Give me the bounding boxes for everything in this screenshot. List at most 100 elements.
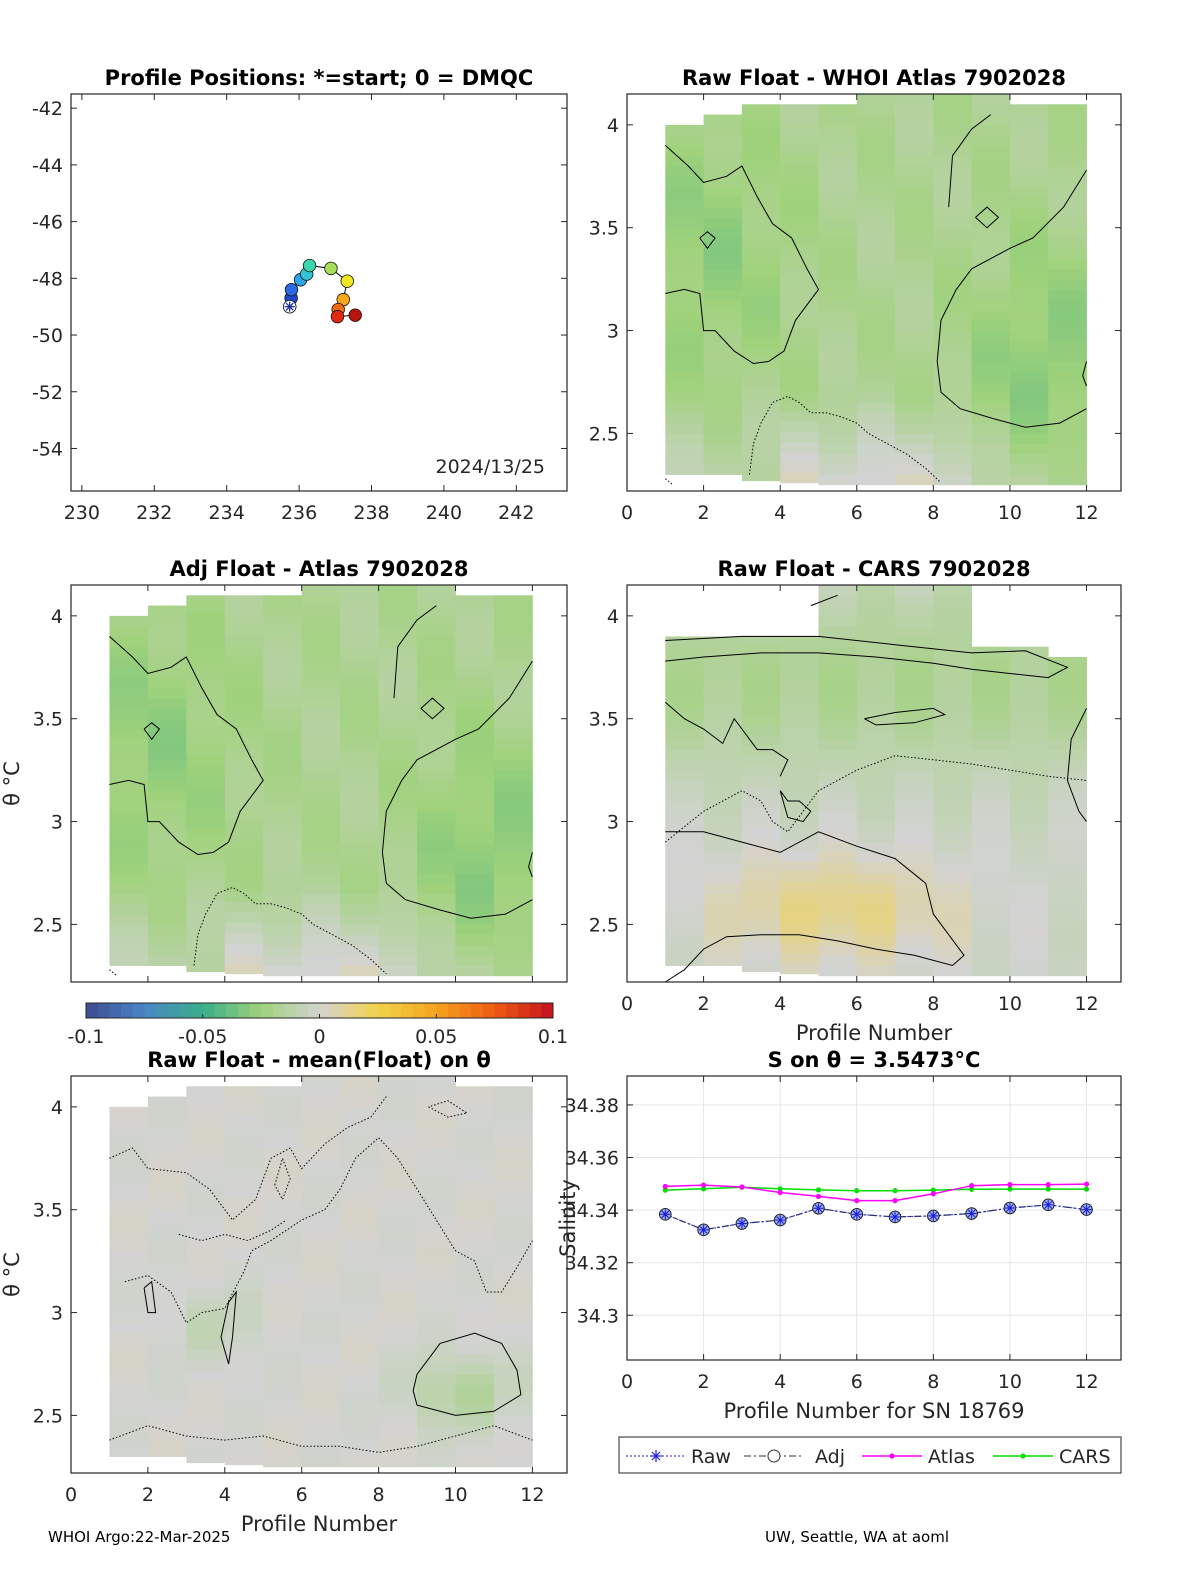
heatmap-cell <box>1009 114 1049 126</box>
heatmap-cell <box>186 694 226 705</box>
heatmap-cell <box>1048 453 1087 465</box>
heatmap-cell <box>971 821 1011 833</box>
heatmap-cell <box>780 246 819 257</box>
heatmap-cell <box>895 770 934 781</box>
heatmap-cell <box>147 615 187 627</box>
heatmap-cell <box>665 831 704 843</box>
heatmap-cell <box>856 739 896 750</box>
heatmap-cell <box>378 1230 418 1241</box>
heatmap-cell <box>186 1431 226 1443</box>
legend: Raw Adj Atlas CARS <box>618 1436 1122 1474</box>
heatmap-cell <box>818 800 858 812</box>
heatmap-cell <box>493 965 533 977</box>
raw-point-stroke <box>891 1213 899 1221</box>
heatmap-cell <box>378 1199 418 1211</box>
legend-label-atlas: Atlas <box>928 1446 975 1468</box>
chart-title: Profile Positions: *=start; 0 = DMQC <box>105 66 534 90</box>
colorbar-segment <box>272 1003 285 1018</box>
heatmap-cell <box>665 667 704 678</box>
heatmap-cell <box>378 1415 418 1427</box>
heatmap-cell <box>340 636 379 648</box>
heatmap-cell <box>417 677 456 689</box>
y-tick-label: 4 <box>607 606 619 628</box>
heatmap-cell <box>895 392 934 403</box>
heatmap-cell <box>818 361 858 373</box>
heatmap-cell <box>109 1384 149 1396</box>
heatmap-cell <box>417 1322 456 1334</box>
heatmap-cell <box>417 615 456 627</box>
heatmap-cell <box>378 1240 418 1252</box>
heatmap-cell <box>703 258 743 270</box>
heatmap-cell <box>455 1199 495 1211</box>
heatmap-cell <box>378 1096 418 1108</box>
heatmap-cell <box>703 728 743 740</box>
heatmap-cell <box>417 1435 456 1447</box>
heatmap-cell <box>378 821 418 833</box>
heatmap-cell <box>301 1147 341 1159</box>
colorbar-segment <box>296 1003 309 1018</box>
heatmap-cell <box>971 165 1011 177</box>
heatmap-cell <box>378 687 418 699</box>
y-tick-label: 3.5 <box>589 709 619 731</box>
heatmap-cell <box>1048 852 1087 864</box>
heatmap-cell <box>455 749 495 761</box>
x-tick-label: 8 <box>927 993 939 1015</box>
heatmap-cell <box>780 369 819 381</box>
heatmap-cell <box>741 766 781 777</box>
heatmap-cell <box>455 852 495 864</box>
heatmap-cell <box>933 135 973 146</box>
heatmap-cell <box>1009 279 1049 290</box>
heatmap-cell <box>263 615 303 627</box>
heatmap-cell <box>818 626 858 637</box>
heatmap-cell <box>856 124 896 136</box>
heatmap-cell <box>703 145 743 157</box>
heatmap-cell <box>971 124 1011 136</box>
x-tick-label: 2 <box>698 993 710 1015</box>
contour-line-dotted <box>109 1096 387 1221</box>
heatmap-cell <box>263 759 303 771</box>
heatmap-cell <box>301 1240 341 1252</box>
heatmap-cell <box>263 1322 303 1334</box>
heatmap-cell <box>856 258 896 270</box>
heatmap-cell <box>856 279 896 290</box>
heatmap-cell <box>455 944 495 956</box>
heatmap-cell <box>971 739 1011 750</box>
heatmap-cell <box>147 1137 187 1149</box>
heatmap-cell <box>493 1086 533 1097</box>
heatmap-cell <box>417 811 456 822</box>
heatmap-cell <box>856 811 896 822</box>
heatmap-cell <box>665 852 704 864</box>
heatmap-cell <box>301 1261 341 1272</box>
raw-point-stroke <box>1044 1200 1053 1209</box>
heatmap-cell <box>147 893 187 905</box>
heatmap-cell <box>301 1230 341 1241</box>
heatmap-cell <box>109 924 149 936</box>
heatmap-cell <box>378 1343 418 1355</box>
legend-label-adj: Adj <box>815 1446 845 1468</box>
heatmap-cell <box>301 1199 341 1211</box>
heatmap-cell <box>301 605 341 617</box>
heatmap-cell <box>703 698 743 709</box>
heatmap-cell <box>263 914 303 925</box>
heatmap-cell <box>856 605 896 617</box>
heatmap-cell <box>378 677 418 689</box>
heatmap-cell <box>186 1174 226 1186</box>
heatmap-cell <box>455 1240 495 1252</box>
heatmap-cell <box>1009 237 1049 249</box>
heatmap-cell <box>895 299 934 311</box>
contour-line-solid <box>975 206 1000 229</box>
heatmap-cell <box>971 155 1011 167</box>
chart-title: Raw Float - CARS 7902028 <box>717 557 1030 581</box>
heatmap-cell <box>933 114 973 126</box>
heatmap-cell <box>895 268 934 280</box>
x-tick-label: 234 <box>209 502 245 524</box>
heatmap-cell <box>895 893 934 905</box>
heatmap-cell <box>895 258 934 270</box>
heatmap-cell <box>703 248 743 259</box>
heatmap-cell <box>224 1372 264 1383</box>
heatmap-cell <box>186 1401 226 1412</box>
colorbar-segment <box>284 1003 297 1018</box>
contour-line-solid <box>664 701 789 777</box>
heatmap-cell <box>186 1185 226 1196</box>
heatmap-cell <box>818 687 858 699</box>
